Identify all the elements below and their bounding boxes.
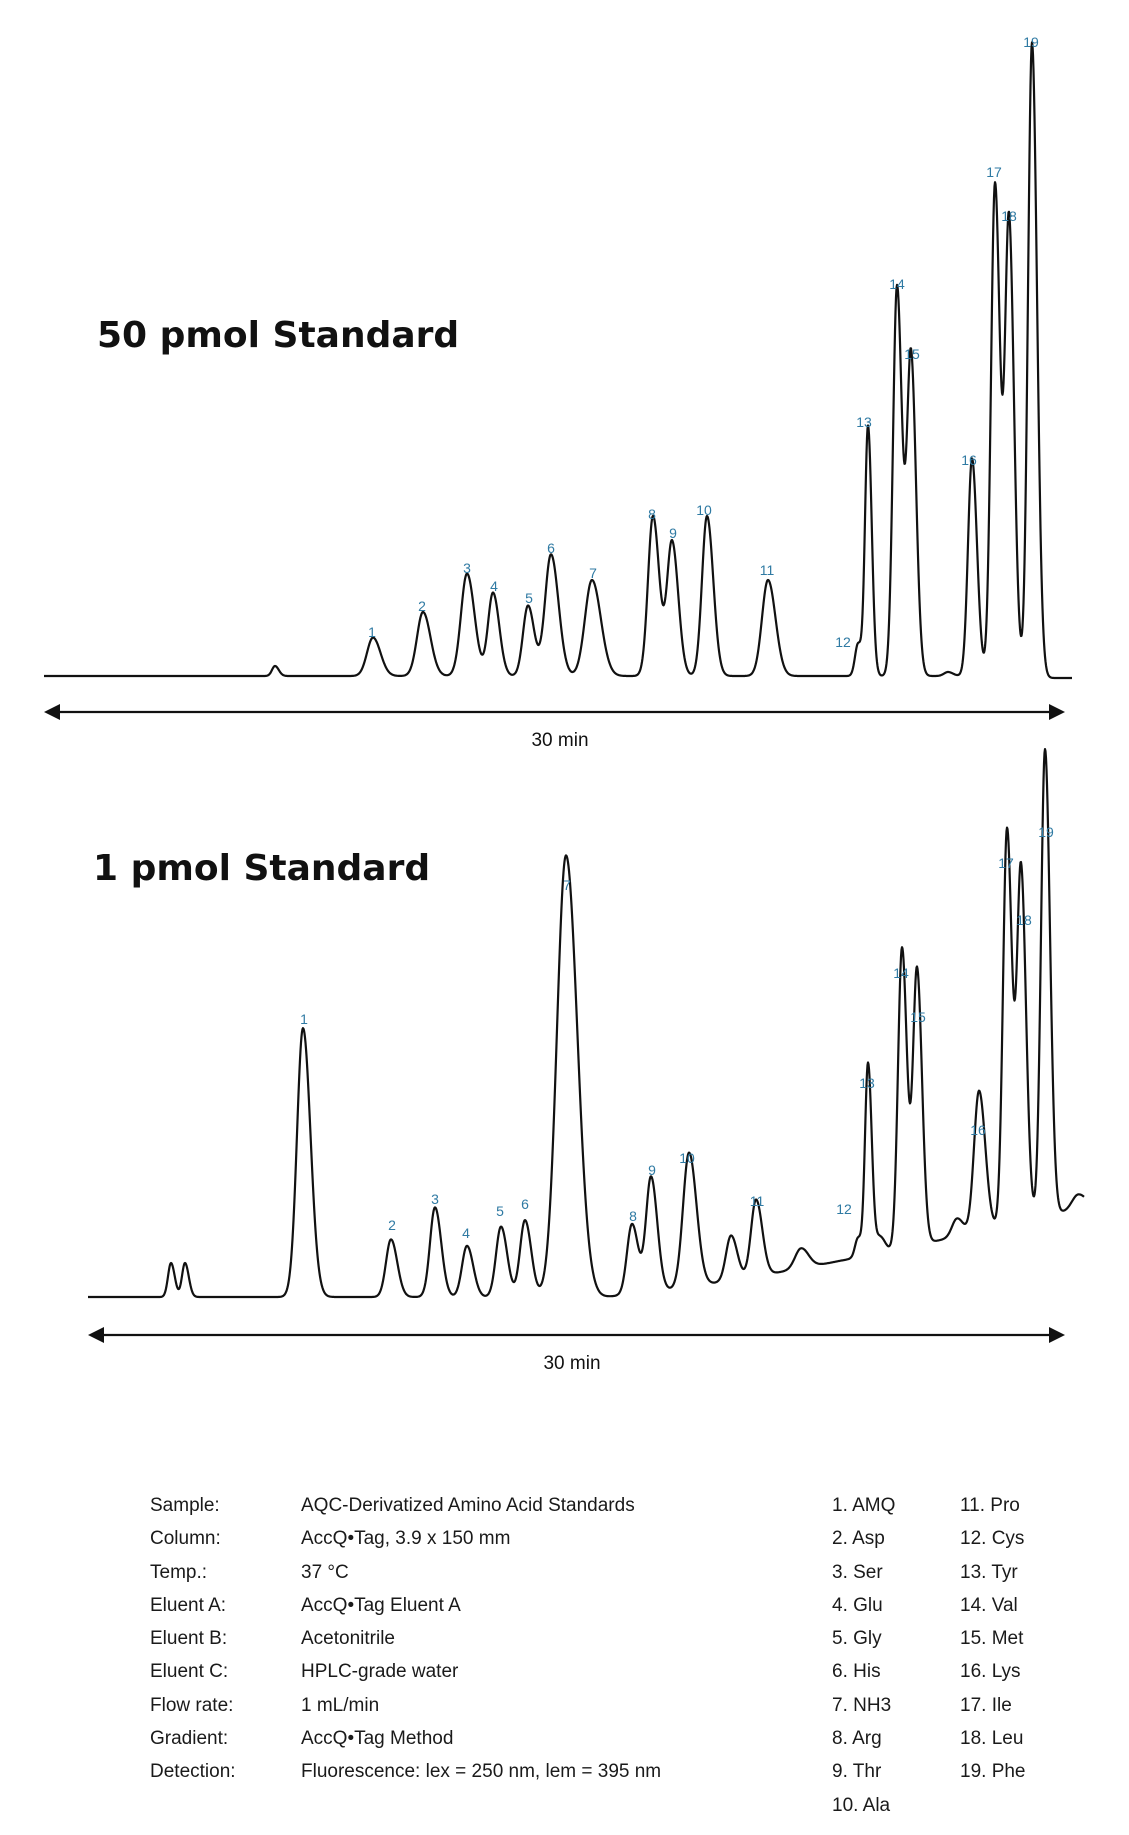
legend-item: 3. Ser <box>832 1561 883 1583</box>
time-span-label: 30 min <box>543 1353 600 1374</box>
peak-label: 7 <box>563 877 571 893</box>
legend-item: 13. Tyr <box>960 1561 1018 1583</box>
peak-label: 19 <box>1023 34 1039 50</box>
legend-item: 1. AMQ <box>832 1495 896 1516</box>
peak-label: 4 <box>490 578 498 594</box>
condition-row: Sample: AQC-Derivatized Amino Acid Standa… <box>150 1489 661 1522</box>
condition-value: AccQ•Tag Eluent A <box>301 1594 461 1616</box>
peak-label: 14 <box>893 965 909 981</box>
time-axis-arrow <box>88 1327 1065 1343</box>
legend-item: 16. Lys <box>960 1661 1021 1683</box>
legend-item: 14. Val <box>960 1594 1018 1616</box>
peak-label: 12 <box>836 1201 852 1217</box>
condition-row: Gradient: AccQ•Tag Method <box>150 1722 661 1755</box>
peak-label: 15 <box>904 346 920 362</box>
method-conditions: Sample: AQC-Derivatized Amino Acid Standa… <box>150 1489 661 1789</box>
peak-label: 17 <box>986 164 1002 180</box>
legend-item: 11. Pro <box>960 1495 1020 1516</box>
panel-title: 50 pmol Standard <box>97 315 459 356</box>
chromatogram-trace <box>43 41 1073 680</box>
condition-label: Gradient: <box>150 1728 229 1750</box>
peak-label: 13 <box>856 414 872 430</box>
condition-value: 37 °C <box>301 1561 349 1583</box>
condition-label: Sample: <box>150 1495 220 1516</box>
panel-title: 1 pmol Standard <box>93 848 430 889</box>
peak-label: 11 <box>760 562 775 578</box>
legend-item: 2. Asp <box>832 1528 885 1550</box>
peak-label: 14 <box>889 276 905 292</box>
legend-item: 9. Thr <box>832 1761 882 1783</box>
condition-row: Temp.: 37 °C <box>150 1556 661 1589</box>
condition-row: Eluent C: HPLC-grade water <box>150 1655 661 1688</box>
peak-label: 9 <box>648 1162 656 1178</box>
peak-label: 5 <box>525 590 533 606</box>
condition-label: Detection: <box>150 1761 236 1783</box>
condition-label: Eluent B: <box>150 1628 228 1650</box>
peak-label: 16 <box>970 1122 986 1138</box>
condition-value: Acetonitrile <box>301 1628 395 1650</box>
legend-item: 18. Leu <box>960 1728 1024 1750</box>
legend-item: 7. NH3 <box>832 1694 892 1716</box>
legend-item: 4. Glu <box>832 1594 883 1616</box>
peak-label: 17 <box>998 855 1014 871</box>
peak-label: 19 <box>1038 824 1054 840</box>
condition-row: Eluent B: Acetonitrile <box>150 1622 661 1655</box>
peak-label: 7 <box>589 565 597 581</box>
peak-label: 6 <box>521 1196 529 1212</box>
peak-label: 9 <box>669 525 677 541</box>
legend-item: 19. Phe <box>960 1761 1026 1783</box>
peak-label: 3 <box>431 1191 439 1207</box>
peak-label: 2 <box>388 1217 396 1233</box>
condition-value: AccQ•Tag Method <box>301 1728 454 1750</box>
condition-label: Eluent A: <box>150 1594 227 1616</box>
peak-label: 2 <box>418 598 426 614</box>
peak-legend: 1. AMQ 2. Asp 3. Ser 4. Glu 5. Gly 6. Hi… <box>832 1489 1088 1822</box>
peak-label: 11 <box>750 1193 765 1209</box>
peak-label: 16 <box>961 452 977 468</box>
condition-value: Fluorescence: lex = 250 nm, lem = 395 nm <box>301 1761 662 1783</box>
peak-label: 8 <box>648 506 656 522</box>
peak-label: 1 <box>300 1011 308 1027</box>
condition-value: HPLC-grade water <box>301 1661 459 1683</box>
condition-row: Column: AccQ•Tag, 3.9 x 150 mm <box>150 1522 661 1555</box>
condition-row: Detection: Fluorescence: lex = 250 nm, le… <box>150 1755 661 1788</box>
legend-item: 5. Gly <box>832 1628 882 1650</box>
legend-item: 10. Ala <box>832 1794 891 1816</box>
condition-label: Eluent C: <box>150 1661 229 1683</box>
legend-item: 15. Met <box>960 1628 1024 1650</box>
peak-label: 18 <box>1016 912 1032 928</box>
peak-label: 4 <box>462 1225 470 1241</box>
peak-label: 3 <box>463 560 471 576</box>
legend-item: 12. Cys <box>960 1528 1025 1550</box>
condition-value: 1 mL/min <box>301 1694 380 1716</box>
condition-label: Flow rate: <box>150 1694 234 1716</box>
condition-value: AccQ•Tag, 3.9 x 150 mm <box>301 1528 511 1550</box>
legend-item: 8. Arg <box>832 1728 882 1750</box>
peak-label: 1 <box>368 624 376 640</box>
peak-label: 18 <box>1001 208 1017 224</box>
legend-item: 6. His <box>832 1661 881 1683</box>
chromatogram-trace <box>87 748 1085 1299</box>
peak-label: 13 <box>859 1075 875 1091</box>
legend-column: 11. Pro 12. Cys 13. Tyr 14. Val 15. Met … <box>960 1489 1088 1822</box>
time-span-label: 30 min <box>531 730 588 751</box>
chromatogram-panel-50pmol: 50 pmol Standard 12345678910111213141516… <box>43 34 1073 751</box>
condition-value: AQC-Derivatized Amino Acid Standards <box>301 1495 635 1516</box>
peak-label: 6 <box>547 540 555 556</box>
peak-label: 15 <box>910 1009 926 1025</box>
legend-item: 17. Ile <box>960 1694 1012 1716</box>
legend-column: 1. AMQ 2. Asp 3. Ser 4. Glu 5. Gly 6. Hi… <box>832 1489 960 1822</box>
peak-label: 12 <box>835 634 851 650</box>
condition-row: Eluent A: AccQ•Tag Eluent A <box>150 1589 661 1622</box>
time-axis-arrow <box>44 704 1065 720</box>
peak-label: 5 <box>496 1203 504 1219</box>
peak-label: 10 <box>679 1150 695 1166</box>
peak-label: 10 <box>696 502 712 518</box>
condition-row: Flow rate: 1 mL/min <box>150 1689 661 1722</box>
condition-label: Column: <box>150 1528 221 1550</box>
condition-label: Temp.: <box>150 1561 208 1583</box>
peak-label: 8 <box>629 1208 637 1224</box>
